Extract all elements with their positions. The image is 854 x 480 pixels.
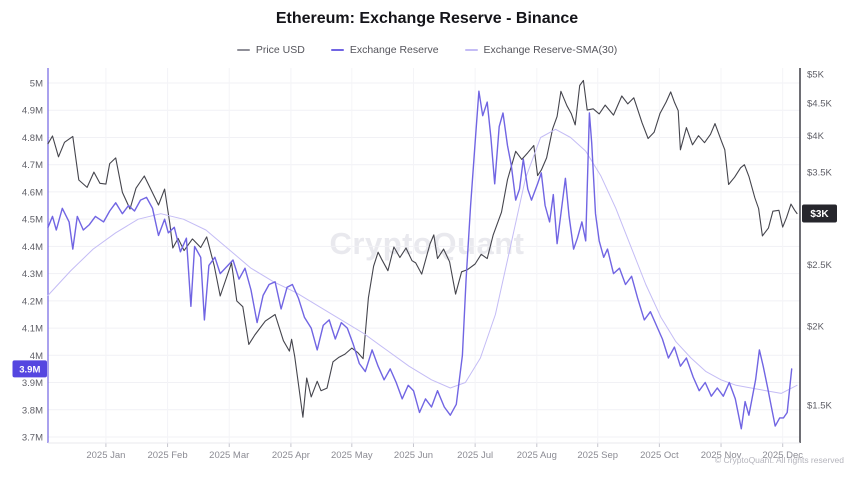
reserve-value-badge-label: 3.9M bbox=[19, 364, 40, 375]
y-left-tick-label: 4.5M bbox=[22, 215, 43, 226]
y-left-tick-label: 4.1M bbox=[22, 324, 43, 335]
legend-label-price-usd: Price USD bbox=[255, 44, 305, 56]
reserve-value-badge bbox=[12, 360, 47, 378]
x-tick-label: 2025 May bbox=[331, 450, 373, 461]
price-value-badge bbox=[802, 204, 837, 223]
y-left-tick-label: 4.8M bbox=[22, 133, 43, 144]
y-left-tick-label: 4.6M bbox=[22, 187, 43, 198]
sma-line bbox=[47, 128, 798, 394]
price-line bbox=[47, 79, 798, 418]
y-left-tick-label: 4.3M bbox=[22, 269, 43, 280]
y-left-tick-label: 4.2M bbox=[22, 296, 43, 307]
price-value-badge-label: $3K bbox=[810, 209, 829, 220]
x-tick-label: 2025 Jul bbox=[457, 450, 493, 461]
y-right-tick-label: $4.5K bbox=[807, 98, 832, 109]
x-tick-label: 2025 Jun bbox=[394, 450, 433, 461]
y-right-tick-label: $2.5K bbox=[807, 260, 832, 271]
x-tick-label: 2025 Jan bbox=[86, 450, 125, 461]
legend-label-exchange-reserve: Exchange Reserve bbox=[349, 44, 439, 56]
y-left-tick-label: 4.7M bbox=[22, 160, 43, 171]
legend-swatch-exchange-reserve-sma-30 bbox=[464, 49, 478, 51]
x-tick-label: 2025 Nov bbox=[701, 450, 742, 461]
reserve-line bbox=[47, 90, 793, 430]
y-right-tick-label: $5K bbox=[807, 70, 825, 81]
legend-item-price-usd[interactable]: Price USD bbox=[236, 44, 305, 56]
x-tick-label: 2025 Dec bbox=[762, 450, 803, 461]
x-tick-label: 2025 Mar bbox=[209, 450, 249, 461]
y-left-tick-label: 3.7M bbox=[22, 433, 43, 444]
legend-label-exchange-reserve-sma-30: Exchange Reserve-SMA(30) bbox=[483, 44, 618, 56]
y-right-tick-label: $2K bbox=[807, 321, 825, 332]
chart-title: Ethereum: Exchange Reserve - Binance bbox=[275, 10, 579, 27]
y-left-tick-label: 4.4M bbox=[22, 242, 43, 253]
x-tick-label: 2025 Sep bbox=[577, 450, 618, 461]
x-tick-label: 2025 Aug bbox=[517, 450, 557, 461]
legend: Price USD Exchange Reserve Exchange Reserv… bbox=[0, 44, 854, 56]
y-right-tick-label: $3.5K bbox=[807, 168, 832, 179]
y-right-tick-label: $4K bbox=[807, 131, 825, 142]
legend-swatch-exchange-reserve bbox=[330, 49, 344, 51]
x-tick-label: 2025 Oct bbox=[640, 450, 679, 461]
y-left-tick-label: 4M bbox=[30, 351, 43, 362]
y-left-tick-label: 3.8M bbox=[22, 405, 43, 416]
y-right-tick-label: $1.5K bbox=[807, 401, 832, 412]
copyright-text: © CryptoQuant. All rights reserved bbox=[714, 455, 844, 465]
y-left-tick-label: 5M bbox=[30, 79, 43, 90]
y-left-tick-label: 4.9M bbox=[22, 106, 43, 117]
legend-item-exchange-reserve-sma-30[interactable]: Exchange Reserve-SMA(30) bbox=[464, 44, 618, 56]
legend-swatch-price-usd bbox=[236, 49, 250, 51]
legend-item-exchange-reserve[interactable]: Exchange Reserve bbox=[330, 44, 439, 56]
x-tick-label: 2025 Apr bbox=[272, 450, 310, 461]
x-tick-label: 2025 Feb bbox=[147, 450, 187, 461]
y-left-tick-label: 3.9M bbox=[22, 378, 43, 389]
